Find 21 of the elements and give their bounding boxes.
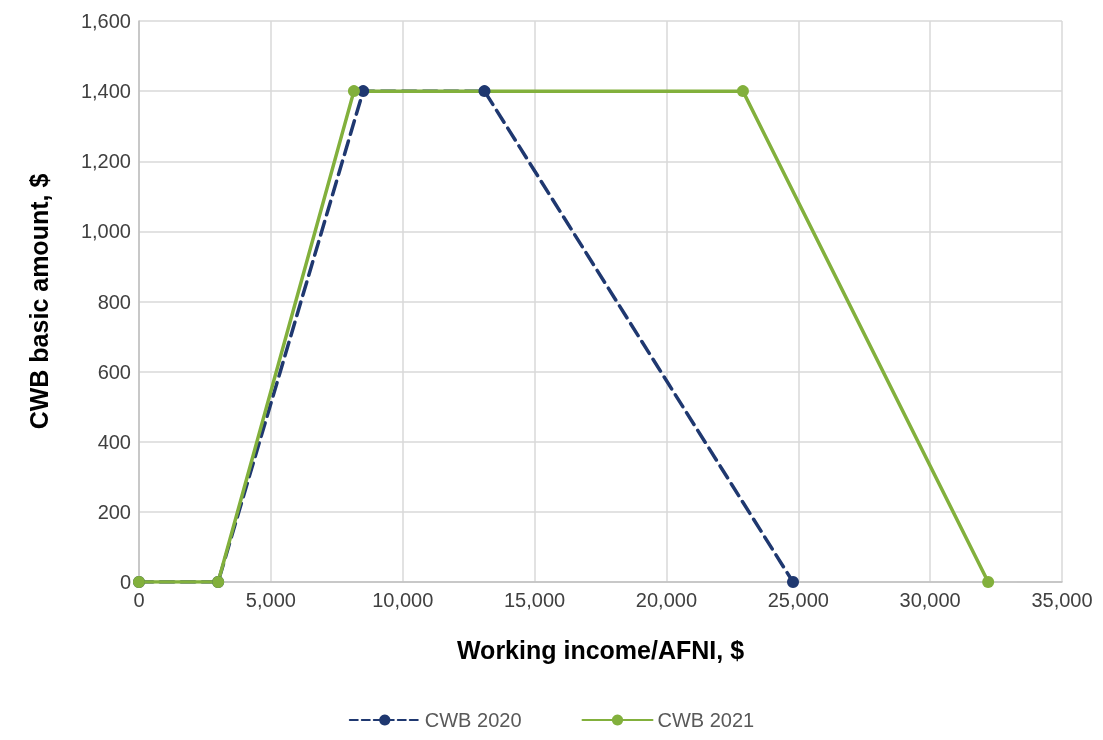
x-tick-label: 0 — [133, 589, 145, 611]
y-tick-label: 1,000 — [80, 220, 131, 243]
x-tick-label: 15,000 — [503, 589, 566, 611]
x-tick-label: 25,000 — [767, 589, 829, 611]
x-tick-label: 35,000 — [1031, 589, 1093, 611]
y-tick-label: 0 — [119, 571, 131, 593]
y-tick-label: 800 — [97, 290, 131, 313]
x-tick-label: 20,000 — [635, 589, 698, 611]
legend-label: CWB 2021 — [657, 709, 755, 731]
y-tick-label: 1,200 — [80, 150, 131, 173]
y-tick-label: 1,400 — [80, 80, 131, 103]
y-tick-label: 600 — [97, 360, 131, 383]
y-tick-label: 200 — [97, 500, 131, 523]
x-tick-label: 10,000 — [372, 589, 434, 611]
x-axis-title: Working income/AFNI, $ — [456, 635, 745, 664]
y-axis-title: CWB basic amount, $ — [24, 173, 53, 430]
x-tick-label: 30,000 — [899, 589, 961, 611]
y-tick-label: 1,600 — [80, 10, 131, 32]
legend-label: CWB 2020 — [424, 709, 522, 731]
y-tick-label: 400 — [97, 430, 131, 453]
x-tick-label: 5,000 — [245, 589, 296, 611]
